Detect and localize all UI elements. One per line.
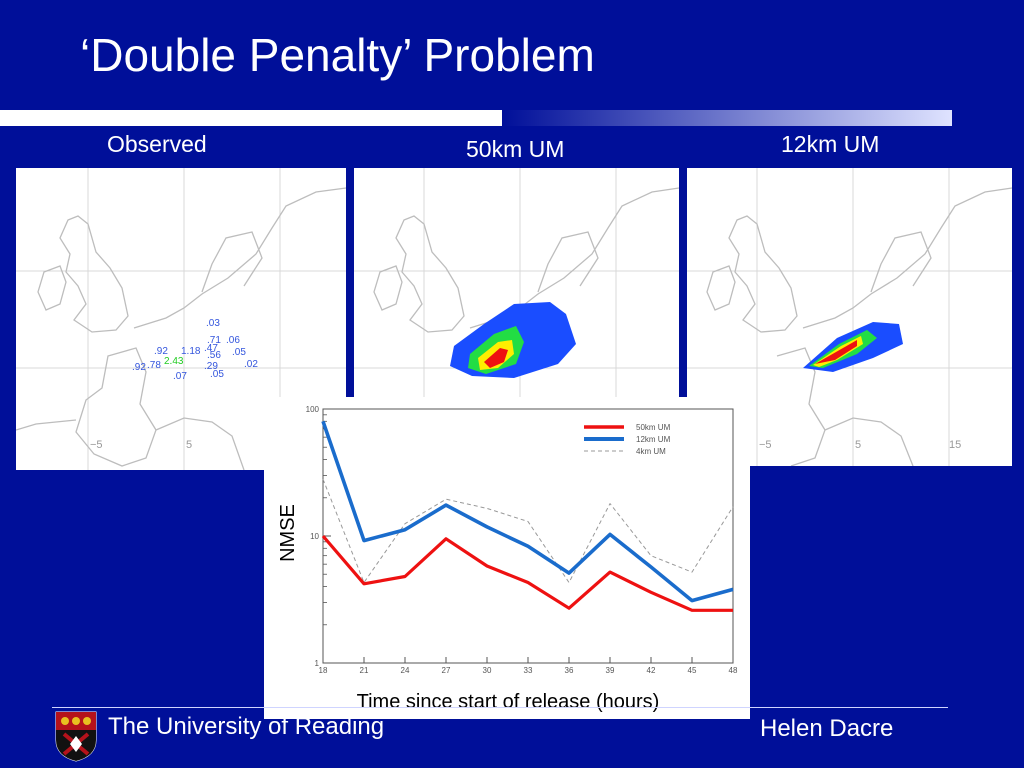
y-axis-label: NMSE	[277, 504, 299, 562]
footer-institution: The University of Reading	[108, 713, 385, 740]
lon-ticks: −5 5	[90, 439, 192, 451]
y-tick-label: 10	[310, 532, 319, 541]
legend-label: 4km UM	[636, 447, 666, 456]
lon-tick: −5	[90, 439, 103, 451]
lon-tick: 15	[949, 439, 961, 451]
lon-tick: 5	[855, 439, 861, 451]
lon-tick: −5	[759, 439, 772, 451]
x-tick-label: 21	[360, 666, 369, 675]
legend-label: 50km UM	[636, 423, 671, 432]
graticule	[687, 168, 1012, 466]
obs-value: .06	[226, 335, 240, 346]
x-tick-label: 30	[483, 666, 492, 675]
x-tick-label: 18	[319, 666, 328, 675]
x-tick-label: 42	[647, 666, 656, 675]
obs-value: .92	[132, 362, 146, 373]
obs-value: .71	[207, 335, 221, 346]
panel-label-observed: Observed	[107, 131, 207, 157]
obs-value-highlight: 2.43	[164, 356, 184, 367]
map-observed: .03 .71 .06 .92 1.18 .47 .05 2.43 .56 .9…	[16, 168, 346, 470]
x-tick-label: 27	[442, 666, 451, 675]
footer-rule	[52, 707, 948, 708]
panel-label-50km: 50km UM	[466, 136, 565, 162]
x-tick-label: 45	[688, 666, 697, 675]
y-tick-label: 1	[315, 659, 320, 668]
lon-ticks: −5 5 15	[759, 439, 961, 451]
y-tick-label: 100	[306, 405, 320, 414]
plume-narrow	[803, 322, 903, 372]
university-crest	[54, 710, 98, 762]
x-tick-label: 33	[524, 666, 533, 675]
x-axis-label: Time since start of release (hours)	[357, 691, 660, 713]
series-line-4km-um	[322, 479, 734, 583]
coastline	[706, 187, 1012, 466]
x-tick-label: 39	[606, 666, 615, 675]
panel-label-12km: 12km UM	[781, 131, 880, 157]
series-line-12km-um	[321, 420, 734, 603]
series-line-50km-um	[321, 534, 733, 612]
observation-values: .03 .71 .06 .92 1.18 .47 .05 2.43 .56 .9…	[132, 318, 258, 382]
legend-label: 12km UM	[636, 435, 671, 444]
lon-tick: 5	[186, 439, 192, 451]
obs-value: .29	[204, 361, 218, 372]
nmse-chart: NMSE Time since start of release (hours)…	[264, 397, 750, 719]
slide-title: ‘Double Penalty’ Problem	[80, 29, 595, 81]
plume-broad	[450, 302, 576, 378]
obs-value: .02	[244, 359, 258, 370]
footer-author: Helen Dacre	[760, 715, 894, 742]
obs-value: .92	[154, 346, 168, 357]
obs-value: .47	[204, 343, 218, 354]
x-tick-label: 48	[729, 666, 738, 675]
obs-value: .03	[206, 318, 220, 329]
title-rule	[0, 110, 502, 126]
x-tick-label: 24	[401, 666, 410, 675]
obs-value: .78	[147, 360, 161, 371]
obs-value: .05	[232, 347, 246, 358]
obs-value: 1.18	[181, 346, 201, 357]
obs-value: .07	[173, 371, 187, 382]
obs-value: .05	[210, 369, 224, 380]
title-rule-gradient	[502, 110, 952, 126]
coastline	[16, 187, 346, 470]
obs-value: .56	[207, 350, 221, 361]
x-tick-label: 36	[565, 666, 574, 675]
graticule	[16, 168, 346, 470]
